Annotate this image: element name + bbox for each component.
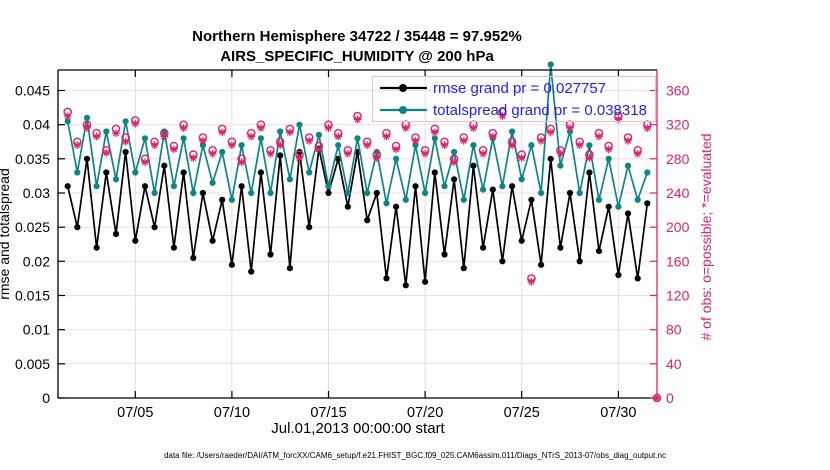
- svg-text:240: 240: [666, 185, 690, 201]
- right-tick-labels: 0 40 80 120 160 200 240 280 320 360: [666, 83, 690, 407]
- legend: rmse grand pr = 0.027757 totalspread gra…: [372, 76, 656, 122]
- svg-text:200: 200: [666, 219, 690, 235]
- svg-text:07/30: 07/30: [600, 405, 636, 421]
- svg-text:0.04: 0.04: [23, 117, 50, 133]
- svg-text:0: 0: [42, 390, 50, 406]
- legend-dot-totalspread: [399, 106, 407, 114]
- data-file-caption: data file: /Users/raeder/DAI/ATM_forcXX/…: [164, 451, 666, 460]
- x-axis-label: Jul.01,2013 00:00:00 start: [271, 420, 445, 437]
- svg-text:120: 120: [666, 288, 690, 304]
- tick-marks: [58, 70, 657, 399]
- svg-text:0.005: 0.005: [15, 356, 50, 372]
- svg-text:0: 0: [666, 390, 674, 406]
- legend-label-totalspread: totalspread grand pr = 0.038318: [433, 101, 647, 119]
- svg-text:160: 160: [666, 253, 690, 269]
- svg-text:0.025: 0.025: [15, 219, 50, 235]
- svg-text:0.045: 0.045: [15, 83, 50, 99]
- svg-text:0.035: 0.035: [15, 151, 50, 167]
- svg-text:07/10: 07/10: [214, 405, 250, 421]
- legend-label-rmse: rmse grand pr = 0.027757: [433, 79, 607, 97]
- svg-text:40: 40: [666, 356, 682, 372]
- left-tick-labels: 0 0.005 0.01 0.015 0.02 0.025 0.03 0.035 0.04 0.0…: [15, 83, 50, 407]
- series-obs-possible: [63, 107, 662, 403]
- svg-text:0.015: 0.015: [15, 288, 50, 304]
- title-line-2: AIRS_SPECIFIC_HUMIDITY @ 200 hPa: [220, 48, 494, 65]
- legend-dot-rmse: [399, 84, 407, 92]
- series-obs-evaluated: [63, 112, 661, 402]
- legend-item-rmse: rmse grand pr = 0.027757: [379, 77, 655, 99]
- x-tick-labels: 07/05 07/10 07/15 07/20 07/25 07/30: [117, 405, 636, 421]
- svg-text:0.02: 0.02: [23, 253, 50, 269]
- series-totalspread: [64, 61, 651, 210]
- title-line-1: Northern Hemisphere 34722 / 35448 = 97.9…: [192, 28, 522, 45]
- left-axis-label: rmse and totalspread: [0, 168, 12, 300]
- svg-text:0.03: 0.03: [23, 185, 50, 201]
- svg-text:360: 360: [666, 83, 690, 99]
- right-axis-label: # of obs: o=possible; *=evaluated: [698, 133, 714, 341]
- svg-text:0.01: 0.01: [23, 322, 50, 338]
- svg-text:80: 80: [666, 322, 682, 338]
- legend-marker-rmse: [380, 84, 427, 92]
- chart-title: Northern Hemisphere 34722 / 35448 = 97.9…: [192, 27, 522, 67]
- svg-text:07/15: 07/15: [310, 405, 346, 421]
- svg-text:07/05: 07/05: [117, 405, 153, 421]
- svg-text:07/20: 07/20: [407, 405, 443, 421]
- svg-text:280: 280: [666, 151, 690, 167]
- legend-marker-totalspread: [380, 106, 427, 114]
- svg-text:07/25: 07/25: [504, 405, 540, 421]
- legend-item-totalspread: totalspread grand pr = 0.038318: [379, 99, 655, 121]
- svg-text:320: 320: [666, 117, 690, 133]
